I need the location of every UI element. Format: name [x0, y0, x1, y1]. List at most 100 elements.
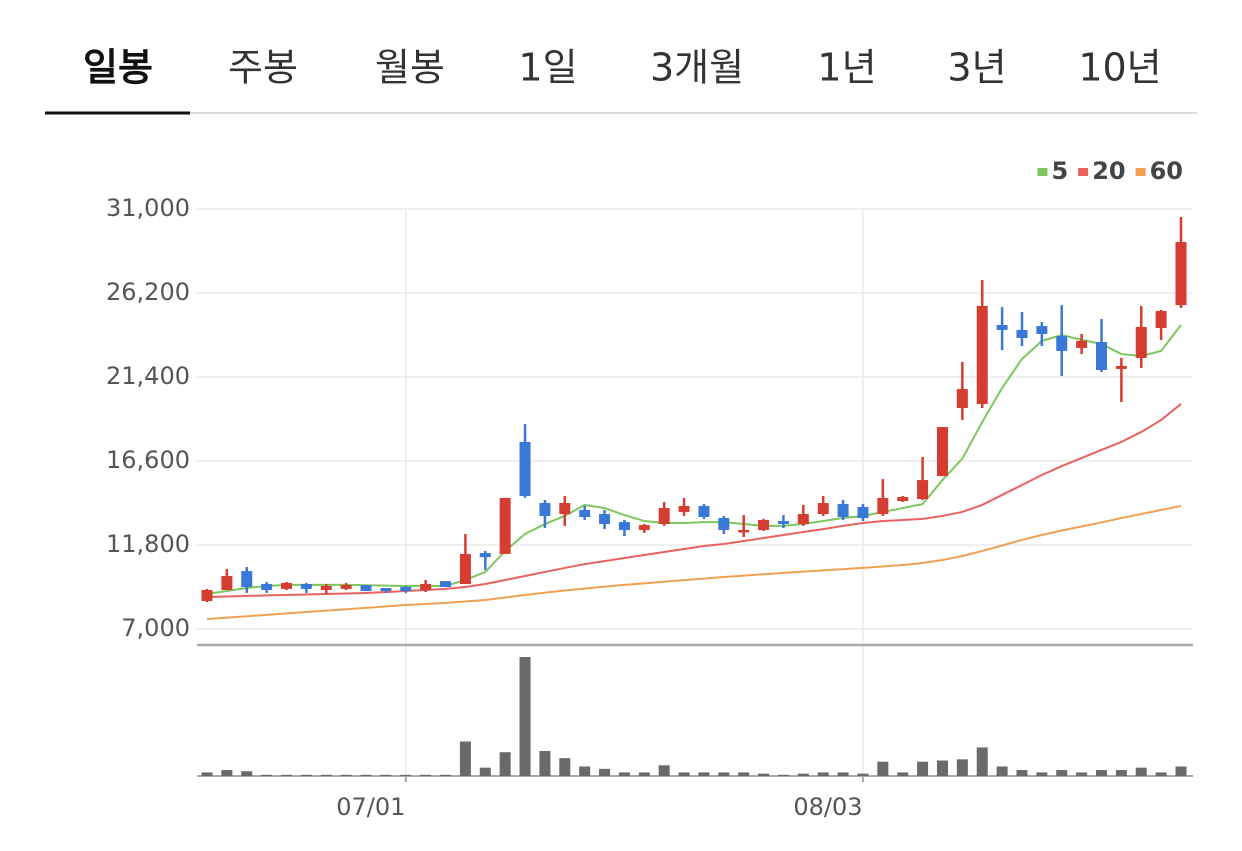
volume-bar — [1095, 770, 1107, 776]
volume-bar — [261, 774, 273, 776]
tab[interactable]: 주봉 — [228, 46, 298, 90]
candle-body — [936, 427, 948, 477]
candle-body — [797, 514, 809, 524]
candle-body — [1036, 326, 1048, 334]
candle-body — [380, 588, 392, 592]
candle-body — [519, 441, 531, 496]
y-tick-label: 16,600 — [106, 446, 190, 474]
candle-body — [976, 305, 988, 404]
volume-bar — [1016, 770, 1028, 776]
volume-bar — [539, 751, 551, 776]
candle-body — [837, 504, 849, 517]
tab[interactable]: 1일 — [518, 46, 577, 90]
candle-body — [618, 522, 630, 530]
candle-body — [1056, 336, 1068, 351]
candle-body — [241, 571, 253, 587]
volume-bar — [658, 765, 670, 776]
volume-bar — [420, 774, 432, 776]
volume-bar — [857, 773, 869, 776]
volume-bar — [579, 766, 591, 776]
volume-bar — [400, 774, 412, 776]
candle-body — [777, 521, 789, 524]
candle-body — [201, 589, 213, 601]
volume-bar — [936, 760, 948, 776]
ma-line — [206, 324, 1182, 595]
volume-bar — [718, 772, 730, 776]
volume-bar — [1175, 766, 1187, 776]
volume-bar — [917, 761, 929, 776]
candle-body — [420, 584, 432, 590]
tab[interactable]: 3개월 — [650, 46, 744, 90]
candle-body — [1155, 311, 1167, 328]
tab[interactable]: 10년 — [1078, 46, 1161, 90]
candle-body — [360, 585, 372, 592]
volume-bar — [380, 774, 392, 776]
legend-swatch — [1135, 168, 1146, 176]
volume-bar — [678, 772, 690, 776]
candle-body — [1095, 342, 1107, 370]
candle-body — [638, 525, 650, 530]
candle-body — [996, 325, 1008, 330]
candle-body — [1076, 340, 1088, 348]
candle-body — [956, 389, 968, 408]
tab[interactable]: 일봉 — [83, 46, 153, 90]
volume-bar — [241, 771, 253, 776]
volume-bar — [738, 772, 750, 776]
candle-body — [917, 480, 929, 499]
candle-body — [559, 503, 571, 515]
candle-body — [300, 584, 312, 589]
ma-line — [206, 504, 1182, 621]
volume-bar — [777, 774, 789, 776]
volume-bar — [221, 770, 233, 776]
volume-bar — [817, 772, 829, 776]
candle-body — [678, 505, 690, 512]
volume-bar — [1056, 770, 1068, 776]
y-tick-label: 7,000 — [121, 614, 190, 642]
volume-bar — [360, 774, 372, 776]
y-tick-label: 26,200 — [106, 278, 190, 306]
volume-bar — [320, 774, 332, 776]
tab[interactable]: 3년 — [947, 46, 1006, 90]
candle-body — [877, 497, 889, 515]
volume-bar — [459, 741, 471, 776]
volume-bar — [599, 768, 611, 776]
ma-line — [206, 403, 1182, 598]
tab[interactable]: 1년 — [817, 46, 876, 90]
candle-body — [539, 503, 551, 516]
legend-swatch — [1037, 168, 1048, 176]
candle-body — [718, 518, 730, 530]
legend-label: 20 — [1092, 157, 1125, 185]
volume-bar — [519, 657, 531, 776]
volume-bar — [976, 747, 988, 776]
volume-bar — [837, 772, 849, 776]
volume-bar — [758, 773, 770, 776]
volume-bar — [618, 772, 630, 776]
candle-body — [1175, 242, 1187, 306]
candle-body — [1115, 365, 1127, 369]
y-tick-label: 31,000 — [106, 194, 190, 222]
tab[interactable]: 월봉 — [375, 46, 445, 90]
candle-body — [817, 503, 829, 515]
legend-swatch — [1078, 168, 1089, 176]
volume-bar — [440, 774, 452, 776]
candle-body — [857, 507, 869, 519]
candle-body — [579, 510, 591, 517]
x-tick-label: 08/03 — [793, 793, 862, 821]
volume-bar — [479, 767, 491, 776]
y-tick-label: 21,400 — [106, 362, 190, 390]
volume-bar — [1036, 772, 1048, 776]
candle-body — [499, 497, 511, 554]
candle-body — [440, 581, 452, 587]
candle-body — [599, 514, 611, 524]
volume-bar — [1076, 772, 1088, 776]
candle-body — [658, 508, 670, 524]
candle-body — [400, 587, 412, 592]
volume-bar — [698, 772, 710, 776]
legend-label: 60 — [1150, 157, 1183, 185]
volume-bar — [1135, 767, 1147, 776]
volume-bar — [1155, 772, 1167, 776]
candle-body — [897, 497, 909, 502]
candle-body — [221, 575, 233, 590]
